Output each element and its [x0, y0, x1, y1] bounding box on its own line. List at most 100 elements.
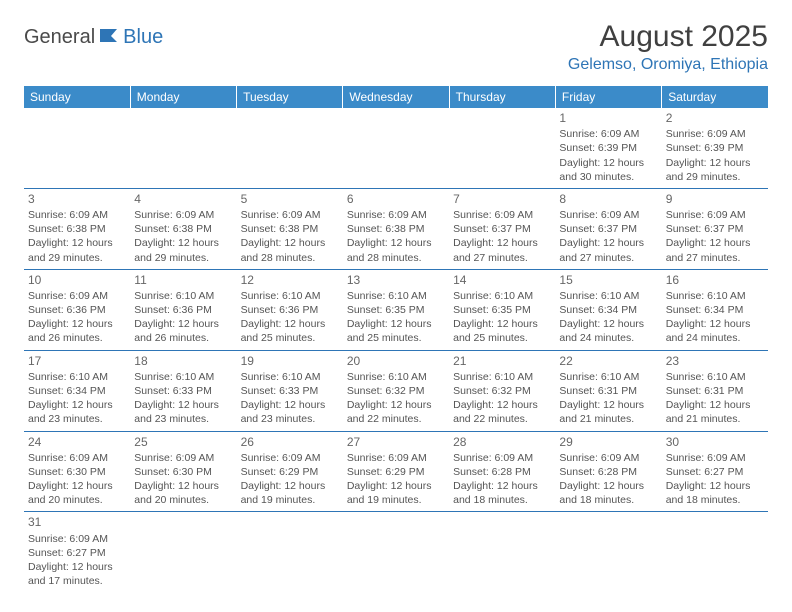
- day-detail: Sunrise: 6:10 AM: [134, 370, 232, 384]
- day-detail: Sunrise: 6:09 AM: [559, 208, 657, 222]
- calendar-day-cell: 27Sunrise: 6:09 AMSunset: 6:29 PMDayligh…: [343, 431, 449, 512]
- weekday-header: Friday: [555, 86, 661, 108]
- day-detail: and 22 minutes.: [347, 412, 445, 426]
- day-detail: Sunrise: 6:09 AM: [347, 451, 445, 465]
- calendar-day-cell: 25Sunrise: 6:09 AMSunset: 6:30 PMDayligh…: [130, 431, 236, 512]
- day-detail: Sunset: 6:33 PM: [241, 384, 339, 398]
- day-detail: Sunrise: 6:09 AM: [28, 208, 126, 222]
- day-number: 29: [559, 434, 657, 450]
- day-detail: Daylight: 12 hours: [28, 317, 126, 331]
- day-detail: Daylight: 12 hours: [453, 398, 551, 412]
- day-detail: Sunrise: 6:09 AM: [559, 127, 657, 141]
- calendar-day-cell: 26Sunrise: 6:09 AMSunset: 6:29 PMDayligh…: [237, 431, 343, 512]
- day-detail: Sunset: 6:39 PM: [666, 141, 764, 155]
- day-detail: Sunrise: 6:09 AM: [134, 451, 232, 465]
- calendar-day-cell: [662, 512, 768, 592]
- day-detail: Sunrise: 6:09 AM: [241, 451, 339, 465]
- day-detail: and 21 minutes.: [666, 412, 764, 426]
- day-detail: Sunrise: 6:10 AM: [241, 289, 339, 303]
- weekday-header: Monday: [130, 86, 236, 108]
- day-detail: Sunrise: 6:09 AM: [666, 208, 764, 222]
- day-detail: Sunset: 6:32 PM: [453, 384, 551, 398]
- day-detail: Daylight: 12 hours: [28, 398, 126, 412]
- day-detail: Sunset: 6:37 PM: [559, 222, 657, 236]
- day-number: 9: [666, 191, 764, 207]
- day-detail: and 27 minutes.: [666, 251, 764, 265]
- day-detail: Sunset: 6:38 PM: [241, 222, 339, 236]
- calendar-week-row: 3Sunrise: 6:09 AMSunset: 6:38 PMDaylight…: [24, 188, 768, 269]
- day-detail: Sunset: 6:33 PM: [134, 384, 232, 398]
- day-detail: Daylight: 12 hours: [241, 398, 339, 412]
- day-number: 11: [134, 272, 232, 288]
- day-detail: Sunset: 6:34 PM: [28, 384, 126, 398]
- day-detail: Sunrise: 6:09 AM: [134, 208, 232, 222]
- day-number: 31: [28, 514, 126, 530]
- day-detail: Sunrise: 6:09 AM: [453, 208, 551, 222]
- day-detail: and 24 minutes.: [559, 331, 657, 345]
- day-detail: Sunrise: 6:09 AM: [28, 289, 126, 303]
- day-detail: and 26 minutes.: [28, 331, 126, 345]
- calendar-day-cell: 31Sunrise: 6:09 AMSunset: 6:27 PMDayligh…: [24, 512, 130, 592]
- day-detail: and 21 minutes.: [559, 412, 657, 426]
- calendar-day-cell: [449, 512, 555, 592]
- day-detail: Sunrise: 6:10 AM: [666, 370, 764, 384]
- day-number: 15: [559, 272, 657, 288]
- day-detail: and 25 minutes.: [241, 331, 339, 345]
- calendar-day-cell: 12Sunrise: 6:10 AMSunset: 6:36 PMDayligh…: [237, 269, 343, 350]
- day-detail: and 25 minutes.: [453, 331, 551, 345]
- calendar-day-cell: 8Sunrise: 6:09 AMSunset: 6:37 PMDaylight…: [555, 188, 661, 269]
- day-detail: Sunset: 6:38 PM: [134, 222, 232, 236]
- day-detail: Sunrise: 6:09 AM: [666, 127, 764, 141]
- day-detail: Daylight: 12 hours: [347, 317, 445, 331]
- day-detail: Sunrise: 6:10 AM: [241, 370, 339, 384]
- day-detail: and 18 minutes.: [666, 493, 764, 507]
- calendar-body: 1Sunrise: 6:09 AMSunset: 6:39 PMDaylight…: [24, 108, 768, 592]
- day-number: 26: [241, 434, 339, 450]
- day-number: 24: [28, 434, 126, 450]
- day-detail: and 19 minutes.: [241, 493, 339, 507]
- day-detail: Sunrise: 6:10 AM: [559, 370, 657, 384]
- day-detail: Daylight: 12 hours: [347, 398, 445, 412]
- calendar-day-cell: [130, 108, 236, 188]
- calendar-week-row: 10Sunrise: 6:09 AMSunset: 6:36 PMDayligh…: [24, 269, 768, 350]
- calendar-day-cell: [24, 108, 130, 188]
- day-detail: Daylight: 12 hours: [453, 317, 551, 331]
- weekday-header: Wednesday: [343, 86, 449, 108]
- day-detail: Daylight: 12 hours: [666, 236, 764, 250]
- calendar-day-cell: 13Sunrise: 6:10 AMSunset: 6:35 PMDayligh…: [343, 269, 449, 350]
- day-detail: Sunset: 6:28 PM: [559, 465, 657, 479]
- day-detail: Sunset: 6:28 PM: [453, 465, 551, 479]
- day-detail: Daylight: 12 hours: [347, 236, 445, 250]
- calendar-day-cell: [237, 108, 343, 188]
- day-detail: Sunset: 6:34 PM: [559, 303, 657, 317]
- day-detail: Sunrise: 6:09 AM: [666, 451, 764, 465]
- calendar-day-cell: [449, 108, 555, 188]
- day-detail: Sunrise: 6:09 AM: [559, 451, 657, 465]
- calendar-day-cell: 1Sunrise: 6:09 AMSunset: 6:39 PMDaylight…: [555, 108, 661, 188]
- day-detail: Sunrise: 6:10 AM: [453, 370, 551, 384]
- day-detail: and 24 minutes.: [666, 331, 764, 345]
- weekday-header-row: SundayMondayTuesdayWednesdayThursdayFrid…: [24, 86, 768, 108]
- day-detail: Sunset: 6:38 PM: [347, 222, 445, 236]
- day-number: 19: [241, 353, 339, 369]
- day-detail: and 18 minutes.: [559, 493, 657, 507]
- weekday-header: Tuesday: [237, 86, 343, 108]
- day-detail: Sunset: 6:31 PM: [559, 384, 657, 398]
- day-number: 4: [134, 191, 232, 207]
- calendar-day-cell: 23Sunrise: 6:10 AMSunset: 6:31 PMDayligh…: [662, 350, 768, 431]
- calendar-day-cell: 3Sunrise: 6:09 AMSunset: 6:38 PMDaylight…: [24, 188, 130, 269]
- day-detail: and 25 minutes.: [347, 331, 445, 345]
- day-number: 30: [666, 434, 764, 450]
- day-detail: Daylight: 12 hours: [28, 236, 126, 250]
- day-detail: Sunrise: 6:10 AM: [347, 289, 445, 303]
- day-detail: and 26 minutes.: [134, 331, 232, 345]
- day-detail: Sunset: 6:39 PM: [559, 141, 657, 155]
- day-detail: Sunset: 6:29 PM: [347, 465, 445, 479]
- day-detail: Daylight: 12 hours: [559, 156, 657, 170]
- day-number: 5: [241, 191, 339, 207]
- logo-text-general: General: [24, 26, 95, 49]
- day-detail: and 17 minutes.: [28, 574, 126, 588]
- day-detail: Daylight: 12 hours: [559, 479, 657, 493]
- day-detail: Sunrise: 6:10 AM: [347, 370, 445, 384]
- calendar-day-cell: 17Sunrise: 6:10 AMSunset: 6:34 PMDayligh…: [24, 350, 130, 431]
